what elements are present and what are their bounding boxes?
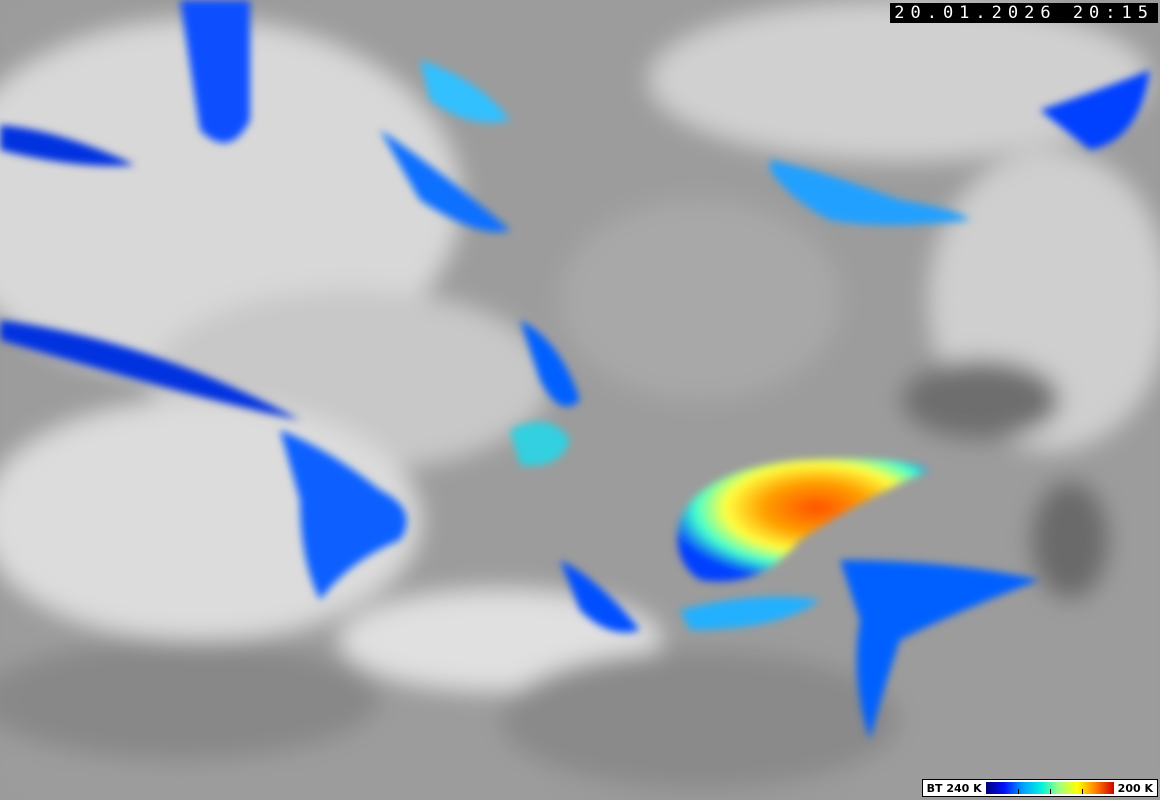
timestamp-label: 20.01.2026 20:15: [890, 3, 1158, 23]
color-scale-legend: BT 240 K 200 K: [921, 779, 1158, 797]
storm-cell-east: [677, 458, 930, 582]
cold-cloud-tops: [0, 0, 1150, 740]
scale-tick: [1081, 789, 1083, 794]
legend-label-left: BT 240 K: [926, 781, 982, 795]
legend-label-right: 200 K: [1117, 781, 1153, 795]
color-scale-bar: [985, 782, 1114, 794]
scale-tick: [1017, 789, 1019, 794]
cloud-band-west: [280, 430, 407, 600]
scale-tick: [1049, 789, 1051, 794]
